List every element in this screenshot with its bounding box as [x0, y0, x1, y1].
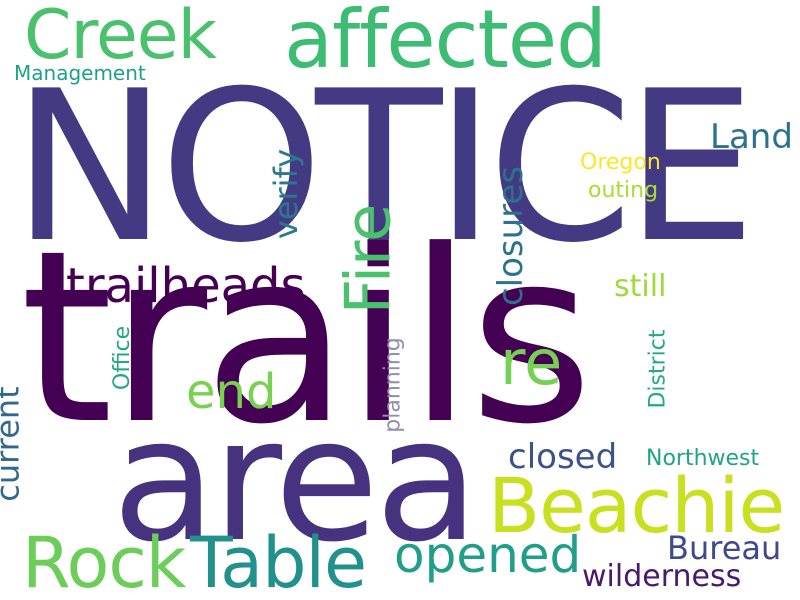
word-bureau: Bureau	[667, 529, 782, 567]
word-land: Land	[710, 117, 793, 157]
word-closed: closed	[508, 437, 618, 477]
word-management: Management	[14, 61, 146, 85]
word-area: area	[112, 382, 479, 580]
word-creek: Creek	[24, 0, 217, 75]
word-district: District	[645, 329, 671, 409]
word-trailheads: trailheads	[66, 258, 306, 314]
word-outing: outing	[588, 178, 659, 203]
word-rock: Rock	[22, 522, 186, 600]
word-beachie: Beachie	[488, 461, 785, 550]
word-office: Office	[110, 325, 136, 391]
word-end: end	[186, 364, 277, 420]
word-verify: verify	[267, 148, 306, 240]
word-northwest: Northwest	[646, 446, 760, 471]
word-affected: affected	[284, 0, 607, 86]
word-fire: Fire	[331, 203, 405, 315]
word-wilderness: wilderness	[582, 559, 742, 594]
word-current: current	[0, 386, 27, 502]
word-oregon: Oregon	[580, 150, 661, 175]
word-trails: trails	[20, 200, 593, 477]
word-opened: opened	[394, 526, 582, 584]
word-closures: closures	[491, 165, 532, 307]
word-planning: planning	[380, 337, 406, 433]
word-table: Table	[190, 522, 367, 600]
word-still: still	[614, 269, 667, 304]
word-re: re	[500, 326, 563, 399]
word-notice: NOTICE	[12, 47, 756, 289]
